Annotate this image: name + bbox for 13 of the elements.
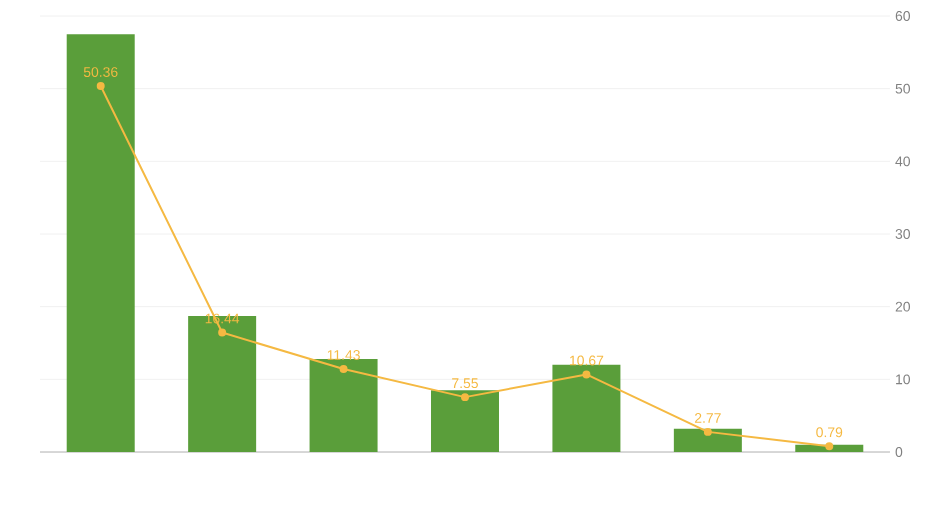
point: [96, 82, 105, 91]
point: [703, 427, 712, 436]
point: [582, 370, 591, 379]
point: [339, 364, 348, 373]
point: [218, 328, 227, 337]
bar: [309, 358, 378, 452]
bar: [552, 364, 621, 452]
point: [825, 442, 834, 451]
bar: [430, 390, 499, 452]
point: [461, 393, 469, 402]
bar: [673, 428, 742, 452]
bar: [66, 34, 135, 452]
bar: [188, 316, 257, 452]
